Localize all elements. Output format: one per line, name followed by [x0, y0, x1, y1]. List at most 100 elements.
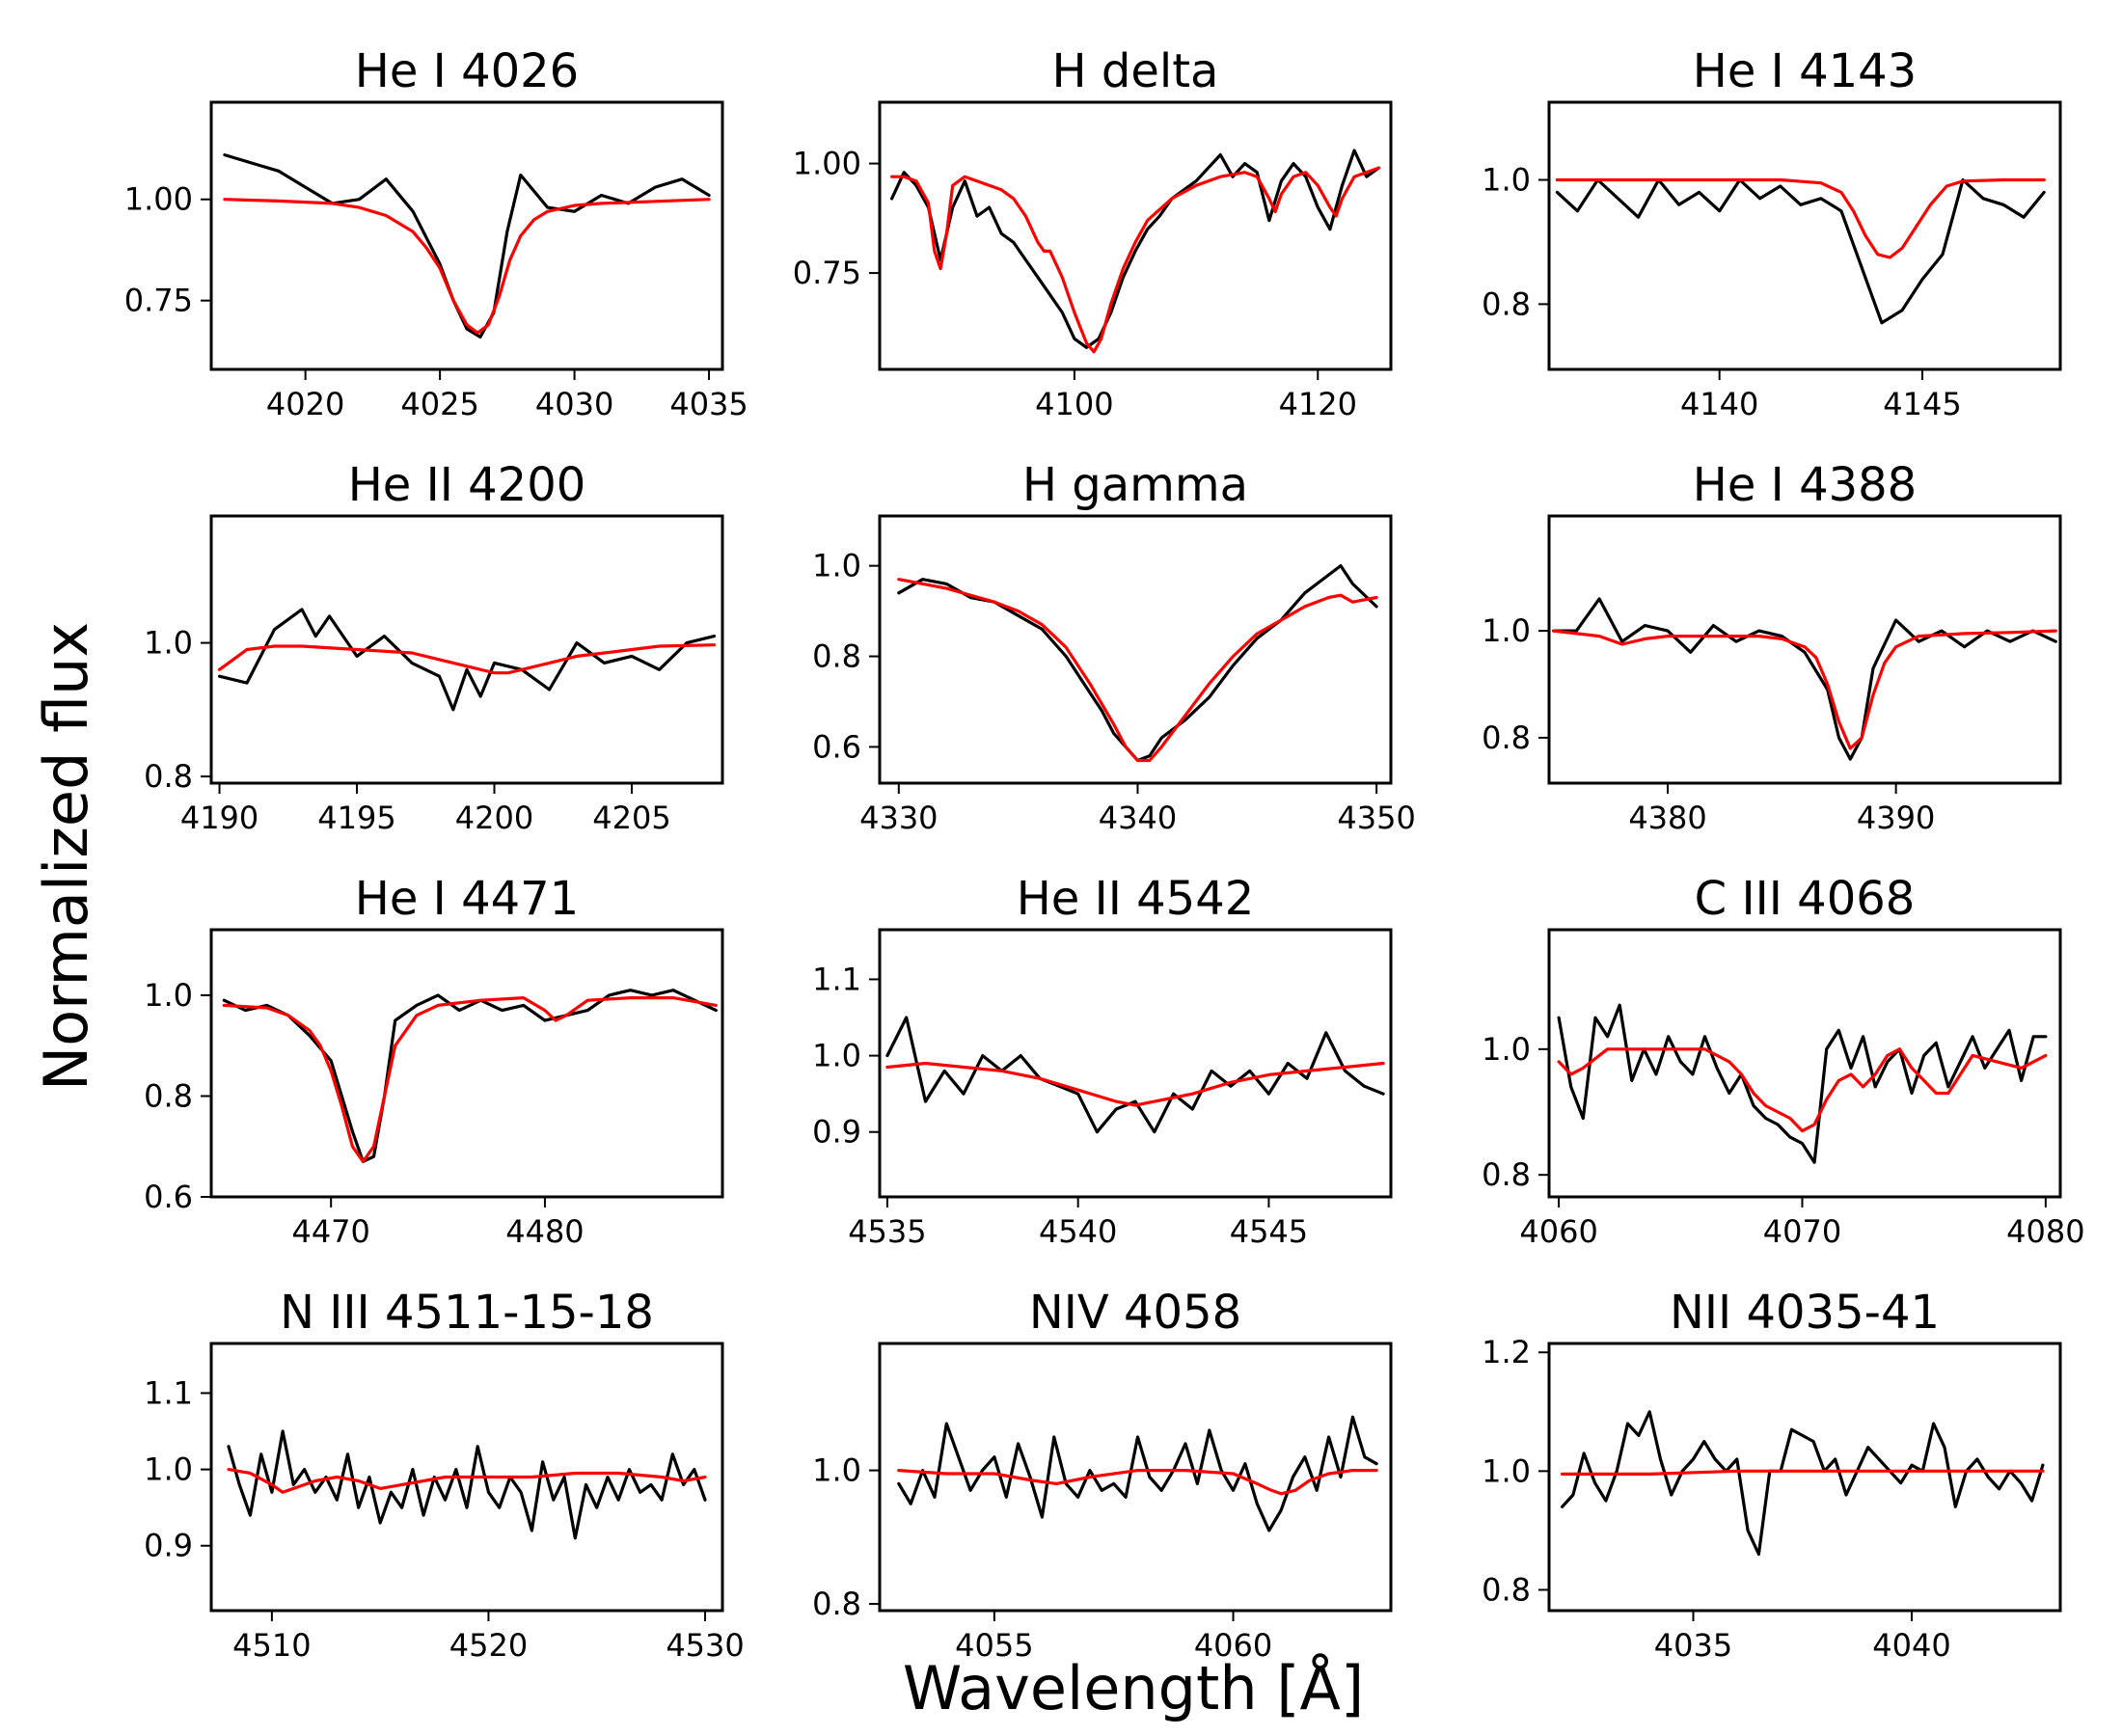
x-tick-label: 4145 [1883, 386, 1961, 422]
x-tick-label: 4035 [1654, 1627, 1732, 1664]
model-spectrum-line [1557, 1047, 2048, 1133]
observed-spectrum-line [222, 989, 718, 1164]
x-tick-label: 4120 [1279, 386, 1357, 422]
y-tick-label: 0.9 [144, 1528, 193, 1564]
x-tick-label: 4480 [505, 1213, 584, 1250]
y-tick-label: 1.0 [144, 1451, 193, 1488]
x-tick-label: 4070 [1763, 1213, 1841, 1250]
observed-spectrum-line [897, 1415, 1378, 1533]
model-spectrum-line [889, 166, 1381, 354]
axes-frame [1547, 514, 2062, 785]
x-tick-label: 4080 [2006, 1213, 2084, 1250]
x-tick-label: 4205 [592, 800, 670, 836]
y-tick-label: 0.8 [812, 1586, 861, 1622]
x-tick-label: 4035 [669, 386, 748, 422]
model-spectrum-line [222, 995, 718, 1164]
panel-nii-4035-41: NII 4035-41 4035 4040 0.8 1.0 1.2 [1482, 1286, 2062, 1664]
x-tick-label: 4520 [449, 1627, 528, 1664]
axes-frame [209, 514, 724, 785]
x-tick-label: 4330 [859, 800, 938, 836]
y-tick-label: 0.8 [812, 638, 861, 675]
model-spectrum-line [1555, 177, 2046, 259]
x-tick-label: 4510 [232, 1627, 311, 1664]
model-spectrum-line [1552, 629, 2057, 750]
model-spectrum-line [217, 643, 717, 675]
x-tick-label: 4030 [535, 386, 613, 422]
y-tick-label: 1.0 [144, 977, 193, 1014]
x-tick-label: 4200 [455, 800, 533, 836]
observed-spectrum-line [1557, 1003, 2048, 1164]
y-tick-label: 1.2 [1482, 1334, 1531, 1370]
y-tick-label: 1.0 [812, 1452, 861, 1489]
panel-title: NII 4035-41 [1670, 1286, 1940, 1340]
panel-he-i-4388: He I 4388 4380 4390 0.8 1.0 [1482, 458, 2062, 836]
panel-title: He I 4388 [1693, 458, 1917, 512]
panel-title: He II 4542 [1017, 872, 1255, 926]
x-tick-label: 4020 [266, 386, 344, 422]
panel-he-ii-4542: He II 4542 4535 4540 4545 0.9 1.0 1.1 [812, 872, 1393, 1250]
observed-spectrum-line [1552, 597, 2057, 761]
observed-spectrum-line [217, 608, 717, 712]
x-tick-label: 4140 [1680, 386, 1758, 422]
y-tick-label: 0.75 [793, 255, 861, 291]
y-tick-label: 0.75 [124, 283, 193, 319]
axes-frame [1547, 100, 2062, 371]
axes-frame [878, 100, 1393, 371]
panel-he-i-4026: He I 4026 4020 4025 4030 4035 0.75 1.00 [124, 44, 748, 422]
y-tick-label: 1.0 [1482, 612, 1531, 649]
y-tick-label: 1.00 [124, 181, 193, 218]
panel-title: H gamma [1022, 458, 1248, 512]
y-tick-label: 1.0 [812, 548, 861, 584]
panel-title: He I 4143 [1693, 44, 1917, 98]
x-tick-label: 4340 [1099, 800, 1177, 836]
x-tick-label: 4350 [1337, 800, 1415, 836]
panel-n-iii-4511-15-18: N III 4511-15-18 4510 4520 4530 0.9 1.0 1.1 [144, 1286, 745, 1664]
x-tick-label: 4190 [180, 800, 258, 836]
panel-niv-4058: NIV 4058 4055 4060 0.8 1.0 [812, 1286, 1393, 1664]
x-tick-label: 4100 [1035, 386, 1113, 422]
axes-frame [878, 1342, 1393, 1613]
x-tick-label: 4060 [1519, 1213, 1597, 1250]
panel-title: He I 4026 [355, 44, 579, 98]
axes-frame [1547, 1342, 2062, 1613]
x-tick-label: 4380 [1628, 800, 1706, 836]
y-tick-label: 0.6 [812, 728, 861, 765]
panel-he-i-4143: He I 4143 4140 4145 0.8 1.0 [1482, 44, 2062, 422]
panel-title: C III 4068 [1695, 872, 1916, 926]
y-tick-label: 1.1 [812, 961, 861, 997]
figure-y-axis-label: Normalized flux [31, 622, 101, 1091]
observed-spectrum-line [1555, 177, 2046, 325]
x-tick-label: 4060 [1194, 1627, 1272, 1664]
model-spectrum-line [227, 1467, 707, 1494]
y-tick-label: 1.00 [793, 146, 861, 182]
panel-he-ii-4200: He II 4200 4190 4195 4200 4205 0.8 1.0 [144, 458, 724, 836]
axes-frame [209, 928, 724, 1199]
panel-c-iii-4068: C III 4068 4060 4070 4080 0.8 1.0 [1482, 872, 2084, 1250]
model-spectrum-line [1560, 1469, 2045, 1477]
observed-spectrum-line [1560, 1410, 2045, 1557]
panel-h-gamma: H gamma 4330 4340 4350 0.6 0.8 1.0 [812, 458, 1416, 836]
observed-spectrum-line [227, 1429, 707, 1540]
axes-frame [878, 928, 1393, 1199]
x-tick-label: 4540 [1039, 1213, 1117, 1250]
y-tick-label: 0.8 [1482, 719, 1531, 756]
observed-spectrum-line [885, 1016, 1385, 1134]
model-spectrum-line [897, 1468, 1378, 1496]
panel-h-delta: H delta 4100 4120 0.75 1.00 [793, 44, 1393, 422]
y-tick-label: 1.0 [1482, 1031, 1531, 1068]
axes-frame [209, 100, 724, 371]
y-tick-label: 1.0 [1482, 162, 1531, 199]
y-tick-label: 0.8 [144, 758, 193, 795]
x-tick-label: 4040 [1872, 1627, 1950, 1664]
y-tick-label: 0.6 [144, 1179, 193, 1215]
y-tick-label: 1.0 [144, 625, 193, 662]
model-spectrum-line [223, 198, 711, 335]
figure-x-axis-label: Wavelength [Å] [903, 1653, 1364, 1723]
axes-frame [878, 514, 1393, 785]
y-tick-label: 1.0 [1482, 1452, 1531, 1489]
x-tick-label: 4545 [1230, 1213, 1308, 1250]
x-tick-label: 4195 [317, 800, 395, 836]
x-tick-label: 4535 [848, 1213, 926, 1250]
y-tick-label: 0.8 [1482, 285, 1531, 322]
